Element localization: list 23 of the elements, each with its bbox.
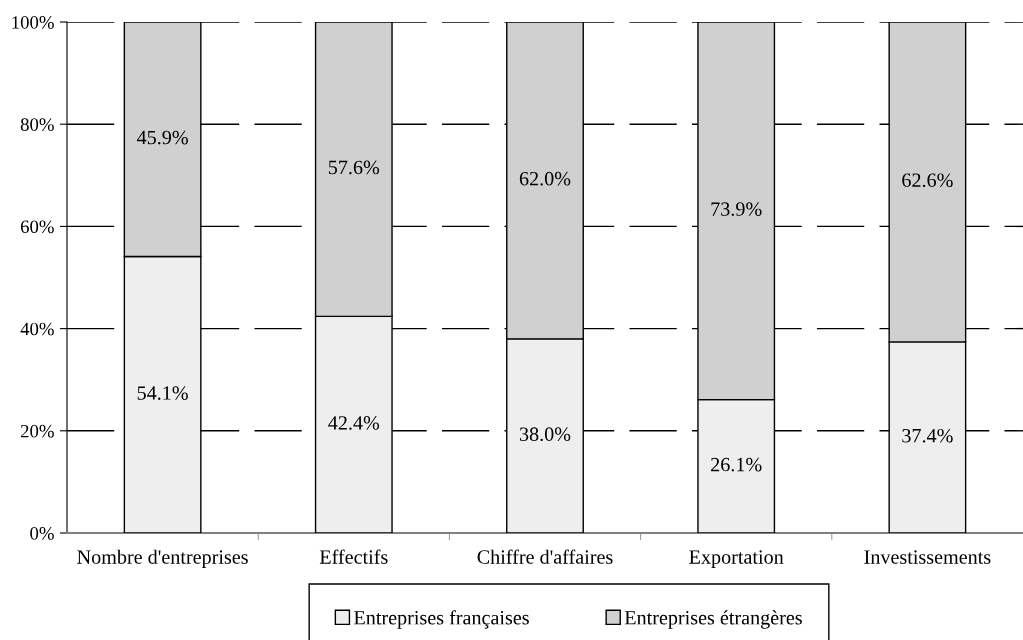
data-label: 62.6% bbox=[902, 173, 953, 188]
y-tick-label: 0% bbox=[30, 527, 54, 540]
data-label: 73.9% bbox=[711, 202, 762, 216]
y-tick-label: 100% bbox=[12, 16, 54, 29]
data-label: 26.1% bbox=[711, 457, 762, 472]
data-label: 38.0% bbox=[519, 427, 571, 442]
data-label: 62.0% bbox=[519, 171, 571, 186]
x-tick-label: Effectifs bbox=[319, 549, 388, 564]
data-label: 37.4% bbox=[902, 428, 953, 443]
data-label: 57.6% bbox=[328, 160, 380, 175]
y-tick-label: 80% bbox=[20, 118, 54, 131]
y-tick-label: 60% bbox=[20, 220, 54, 234]
data-label: 45.9% bbox=[136, 130, 188, 145]
data-label: 54.1% bbox=[137, 386, 188, 400]
x-tick-label: Chiffre d'affaires bbox=[477, 549, 613, 564]
legend-label: Entreprises étrangères bbox=[624, 610, 802, 629]
data-label: 42.4% bbox=[328, 416, 380, 430]
y-tick-label: 20% bbox=[20, 424, 54, 438]
y-tick-label: 40% bbox=[20, 322, 54, 336]
x-tick-label: Nombre d'entreprises bbox=[77, 549, 248, 568]
legend-label: Entreprises françaises bbox=[354, 610, 529, 629]
x-tick-label: Investissements bbox=[864, 550, 991, 564]
x-tick-label: Exportation bbox=[689, 550, 784, 568]
